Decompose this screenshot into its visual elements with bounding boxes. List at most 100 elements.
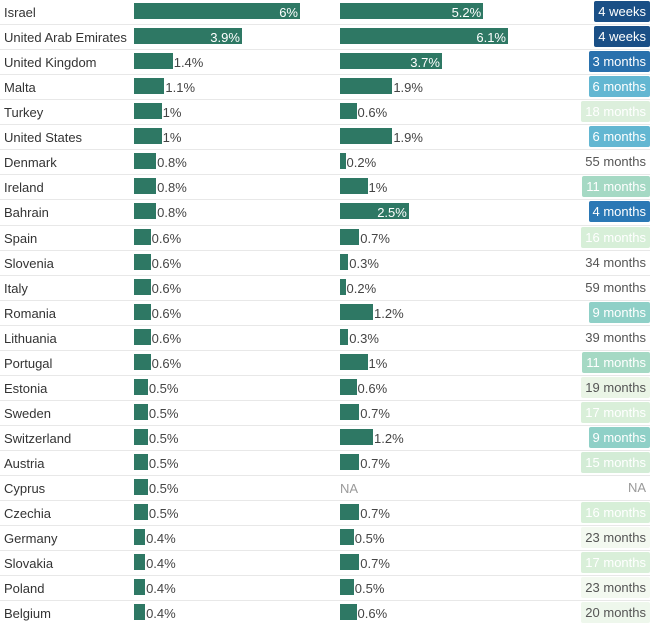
projected-rate-value-label: 0.6% <box>357 105 388 121</box>
time-to-vaccinate-badge: 11 months <box>582 351 650 373</box>
projected-rate-bar <box>340 604 357 621</box>
current-rate-value-label: 0.5% <box>148 405 179 421</box>
time-to-vaccinate-badge: 17 months <box>581 552 650 574</box>
current-rate-value-label: 0.6% <box>151 280 182 296</box>
current-rate-bar <box>134 604 146 621</box>
time-to-vaccinate-badge: 59 months <box>581 276 650 298</box>
current-rate-bar <box>134 529 146 546</box>
current-rate-value-label: 0.8% <box>157 155 187 171</box>
table-row: Sweden 0.5% 0.7% 17 months <box>0 401 650 426</box>
time-to-vaccinate-badge: 6 months <box>588 126 650 148</box>
country-name: Sweden <box>4 405 51 421</box>
table-row: Ireland 0.8% 1% 11 months <box>0 175 650 200</box>
table-row: Switzerland 0.5% 1.2% 9 months <box>0 426 650 451</box>
projected-rate-bar <box>340 128 393 145</box>
current-rate-value-label: 0.6% <box>151 330 182 346</box>
table-row: Slovenia 0.6% 0.3% 34 months <box>0 251 650 276</box>
current-rate-bar <box>134 178 157 195</box>
time-to-vaccinate-badge: 18 months <box>581 101 650 123</box>
projected-rate-value-label: 0.6% <box>357 606 388 622</box>
country-name: Denmark <box>4 155 57 171</box>
current-rate-value-label: 0.6% <box>151 255 182 271</box>
time-to-vaccinate-badge: 17 months <box>581 401 650 423</box>
country-name: Switzerland <box>4 431 72 447</box>
table-row: Austria 0.5% 0.7% 15 months <box>0 451 650 476</box>
projected-rate-value-label: 0.7% <box>360 556 390 572</box>
projected-rate-bar <box>340 228 360 245</box>
table-row: Israel 6% 5.2% 4 weeks <box>0 0 650 25</box>
projected-rate-value-label: 1.9% <box>393 80 423 96</box>
country-name: United States <box>4 130 83 146</box>
country-name: Malta <box>4 80 36 96</box>
projected-rate-bar <box>340 353 368 370</box>
time-to-vaccinate-badge: 19 months <box>581 376 650 398</box>
projected-rate-value-label: 0.7% <box>360 456 390 472</box>
projected-rate-bar <box>340 178 368 195</box>
projected-rate-value-label: 0.5% <box>354 531 385 547</box>
time-to-vaccinate-badge: 3 months <box>588 51 650 73</box>
projected-rate-bar <box>340 429 374 446</box>
current-rate-bar <box>134 128 162 145</box>
current-rate-value-label: 0.4% <box>146 606 176 622</box>
current-rate-value-label: 6% <box>279 5 298 20</box>
time-to-vaccinate-badge: 9 months <box>588 301 650 323</box>
time-to-vaccinate-badge: 6 months <box>588 76 650 98</box>
row-divider <box>0 149 650 150</box>
current-rate-value-label: 0.6% <box>151 230 182 246</box>
projected-rate-bar <box>340 328 349 345</box>
table-row: Germany 0.4% 0.5% 23 months <box>0 526 650 551</box>
country-name: Cyprus <box>4 481 46 497</box>
time-to-vaccinate-badge: 39 months <box>581 326 650 348</box>
projected-rate-value-label: 5.2% <box>451 5 482 20</box>
projected-rate-value-label: 1.9% <box>393 130 423 146</box>
table-row: Czechia 0.5% 0.7% 16 months <box>0 501 650 526</box>
row-divider <box>0 500 650 501</box>
projected-rate-bar <box>340 403 360 420</box>
current-rate-bar <box>134 579 146 596</box>
table-row: Slovakia 0.4% 0.7% 17 months <box>0 551 650 576</box>
time-to-vaccinate-badge: 16 months <box>581 502 650 524</box>
time-to-vaccinate-badge: 23 months <box>581 527 650 549</box>
current-rate-value-label: 0.5% <box>148 431 179 447</box>
country-name: Belgium <box>4 606 51 622</box>
projected-rate-value-label: 0.3% <box>349 255 379 271</box>
projected-rate-bar <box>340 153 346 170</box>
current-rate-bar <box>134 28 242 45</box>
time-to-vaccinate-badge: 4 weeks <box>594 1 650 22</box>
time-to-vaccinate-badge: 15 months <box>581 452 650 474</box>
current-rate-bar <box>134 278 151 295</box>
projected-rate-bar <box>340 554 360 571</box>
table-row: Estonia 0.5% 0.6% 19 months <box>0 376 650 401</box>
current-rate-bar <box>134 228 151 245</box>
current-rate-value-label: 0.4% <box>146 581 176 597</box>
country-name: Slovakia <box>4 556 54 572</box>
current-rate-value-label: 0.5% <box>148 506 179 522</box>
row-divider <box>0 99 650 100</box>
table-row: Italy 0.6% 0.2% 59 months <box>0 276 650 301</box>
row-divider <box>0 325 650 326</box>
time-to-vaccinate-badge: NA <box>623 477 650 499</box>
country-name: United Arab Emirates <box>4 30 127 46</box>
table-row: Lithuania 0.6% 0.3% 39 months <box>0 326 650 351</box>
current-rate-bar <box>134 479 148 496</box>
time-to-vaccinate-badge: 23 months <box>581 577 650 599</box>
current-rate-value-label: 1.4% <box>173 55 204 71</box>
row-divider <box>0 275 650 276</box>
projected-rate-value-label: 3.7% <box>410 55 440 71</box>
projected-rate-na-label: NA <box>340 481 359 497</box>
current-rate-bar <box>134 328 151 345</box>
time-to-vaccinate-badge: 34 months <box>581 251 650 273</box>
projected-rate-value-label: 0.7% <box>360 230 390 246</box>
row-divider <box>0 49 650 50</box>
table-row: Turkey 1% 0.6% 18 months <box>0 100 650 125</box>
table-row: Malta 1.1% 1.9% 6 months <box>0 75 650 100</box>
country-name: Slovenia <box>4 255 54 271</box>
time-to-vaccinate-badge: 4 weeks <box>594 26 650 48</box>
row-divider <box>0 199 650 200</box>
table-row: Poland 0.4% 0.5% 23 months <box>0 576 650 601</box>
current-rate-bar <box>134 429 148 446</box>
time-to-vaccinate-badge: 4 months <box>588 201 650 223</box>
country-name: Ireland <box>4 180 44 196</box>
country-name: Portugal <box>4 355 53 371</box>
country-name: Germany <box>4 531 58 547</box>
